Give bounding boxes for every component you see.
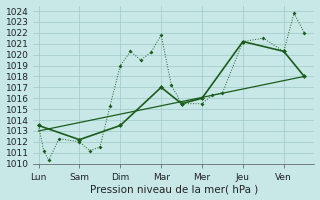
- X-axis label: Pression niveau de la mer( hPa ): Pression niveau de la mer( hPa ): [90, 184, 258, 194]
